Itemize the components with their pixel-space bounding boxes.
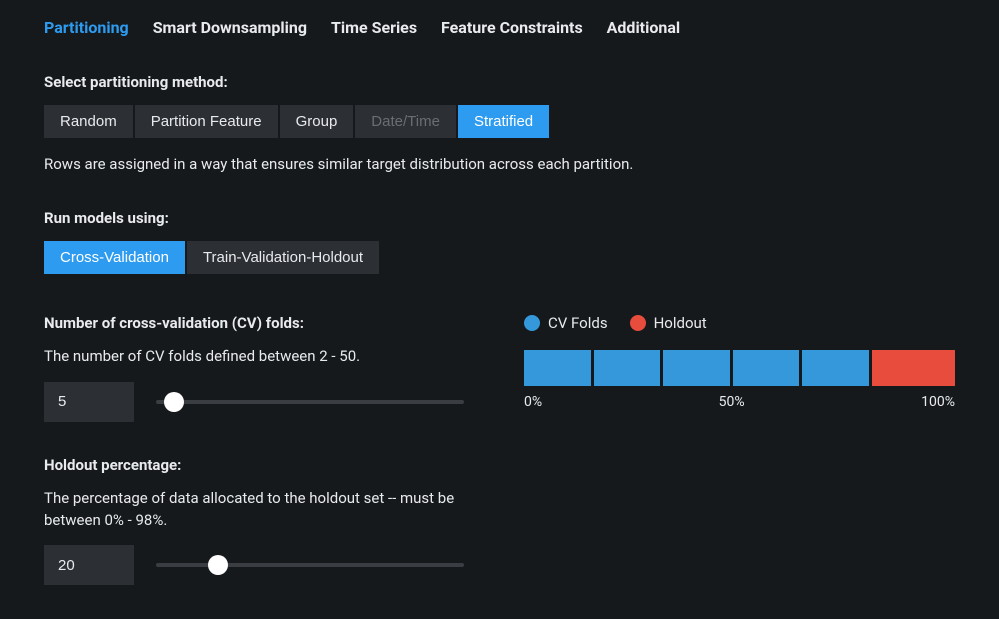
cv-fold-segment xyxy=(663,350,730,386)
tab-time-series[interactable]: Time Series xyxy=(331,18,417,37)
legend-item-holdout: Holdout xyxy=(630,314,707,332)
cv-folds-description: The number of CV folds defined between 2… xyxy=(44,346,464,368)
cv-fold-segment xyxy=(733,350,800,386)
holdout-input[interactable] xyxy=(44,545,134,585)
partition-visualization: CV Folds Holdout 0% 50% 100% xyxy=(524,314,955,410)
holdout-section: Holdout percentage: The percentage of da… xyxy=(44,456,464,586)
legend-item-cv-folds: CV Folds xyxy=(524,314,608,332)
partitioning-section: Select partitioning method: RandomPartit… xyxy=(44,73,955,175)
axis-tick: 0% xyxy=(524,394,542,410)
partitioning-method-options: RandomPartition FeatureGroupDate/TimeStr… xyxy=(44,105,955,138)
partitioning-description: Rows are assigned in a way that ensures … xyxy=(44,154,955,175)
tab-feature-constraints[interactable]: Feature Constraints xyxy=(441,18,583,37)
partitioning-method-label: Select partitioning method: xyxy=(44,73,955,91)
run-models-label: Run models using: xyxy=(44,209,955,227)
run-option-cross-validation[interactable]: Cross-Validation xyxy=(44,241,185,274)
slider-thumb[interactable] xyxy=(164,392,184,412)
partition-option-group[interactable]: Group xyxy=(280,105,354,138)
partition-option-stratified[interactable]: Stratified xyxy=(458,105,549,138)
axis-tick: 100% xyxy=(921,394,955,410)
partition-axis: 0% 50% 100% xyxy=(524,394,955,410)
config-tabs: Partitioning Smart Downsampling Time Serie… xyxy=(44,18,955,37)
legend-swatch xyxy=(524,315,540,331)
partition-bar xyxy=(524,350,955,386)
cv-folds-input[interactable] xyxy=(44,382,134,422)
slider-track xyxy=(156,563,464,567)
tab-additional[interactable]: Additional xyxy=(607,18,680,37)
tab-partitioning[interactable]: Partitioning xyxy=(44,18,129,37)
slider-thumb[interactable] xyxy=(208,555,228,575)
cv-folds-slider[interactable] xyxy=(156,392,464,412)
cv-fold-segment xyxy=(524,350,591,386)
cv-fold-segment xyxy=(802,350,869,386)
slider-track xyxy=(156,400,464,404)
legend-label: CV Folds xyxy=(548,314,608,332)
axis-tick: 50% xyxy=(719,394,745,410)
holdout-description: The percentage of data allocated to the … xyxy=(44,488,464,532)
holdout-label: Holdout percentage: xyxy=(44,456,464,474)
run-models-section: Run models using: Cross-ValidationTrain-… xyxy=(44,209,955,274)
holdout-slider[interactable] xyxy=(156,555,464,575)
holdout-segment xyxy=(872,350,955,386)
tab-smart-downsampling[interactable]: Smart Downsampling xyxy=(153,18,307,37)
legend-label: Holdout xyxy=(654,314,707,332)
cv-folds-section: Number of cross-validation (CV) folds: T… xyxy=(44,314,464,422)
cv-folds-label: Number of cross-validation (CV) folds: xyxy=(44,314,464,332)
run-models-options: Cross-ValidationTrain-Validation-Holdout xyxy=(44,241,955,274)
partition-option-random[interactable]: Random xyxy=(44,105,133,138)
viz-legend: CV Folds Holdout xyxy=(524,314,955,332)
cv-fold-segment xyxy=(594,350,661,386)
partition-option-date-time: Date/Time xyxy=(355,105,456,138)
partition-option-partition-feature[interactable]: Partition Feature xyxy=(135,105,278,138)
legend-swatch xyxy=(630,315,646,331)
run-option-train-validation-holdout[interactable]: Train-Validation-Holdout xyxy=(187,241,379,274)
